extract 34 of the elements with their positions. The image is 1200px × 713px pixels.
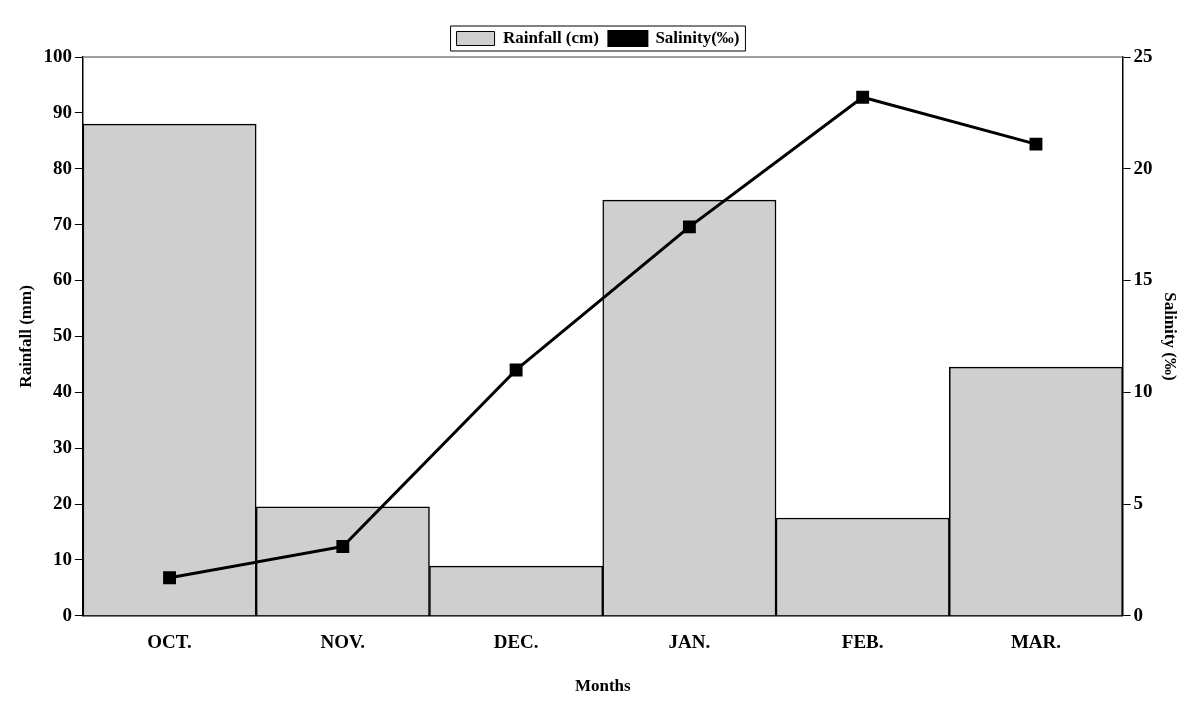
x-tick-label: JAN. — [668, 631, 711, 653]
y2-tick-label: 5 — [1133, 491, 1144, 513]
y-axis-title: Rainfall (mm) — [15, 285, 35, 388]
point — [1029, 137, 1043, 151]
y-tick-label: 50 — [52, 324, 72, 346]
y2-axis-title: Salinity (‰) — [1161, 292, 1181, 381]
y2-tick-label: 25 — [1133, 44, 1153, 66]
y-tick-label: 60 — [52, 268, 72, 290]
point — [336, 540, 350, 553]
y-tick-label: 40 — [52, 380, 72, 402]
y-tick-label: 20 — [52, 491, 72, 513]
y2-tick-label: 0 — [1133, 603, 1144, 625]
y-tick-label: 80 — [52, 156, 72, 178]
legend-label: Salinity(‰) — [655, 27, 740, 47]
point — [163, 571, 176, 585]
y2-tick-label: 20 — [1133, 156, 1153, 178]
y2-tick-label: 15 — [1133, 268, 1153, 290]
y-tick-label: 70 — [52, 212, 72, 234]
point — [682, 220, 696, 234]
x-tick-label: FEB. — [841, 631, 884, 653]
y-tick-label: 90 — [52, 100, 72, 122]
point — [509, 363, 523, 377]
y-tick-label: 10 — [52, 547, 72, 569]
point — [856, 90, 870, 104]
x-tick-label: NOV. — [320, 631, 366, 653]
y-tick-label: 0 — [62, 603, 72, 625]
x-tick-label: OCT. — [147, 631, 192, 653]
legend-label: Rainfall (cm) — [503, 27, 599, 47]
y-tick-label: 30 — [52, 436, 72, 458]
x-tick-label: DEC. — [493, 631, 539, 653]
y2-tick-label: 10 — [1133, 380, 1153, 402]
x-tick-label: MAR. — [1010, 631, 1062, 653]
x-axis-title: Months — [574, 676, 631, 696]
y-tick-label: 100 — [43, 44, 72, 66]
